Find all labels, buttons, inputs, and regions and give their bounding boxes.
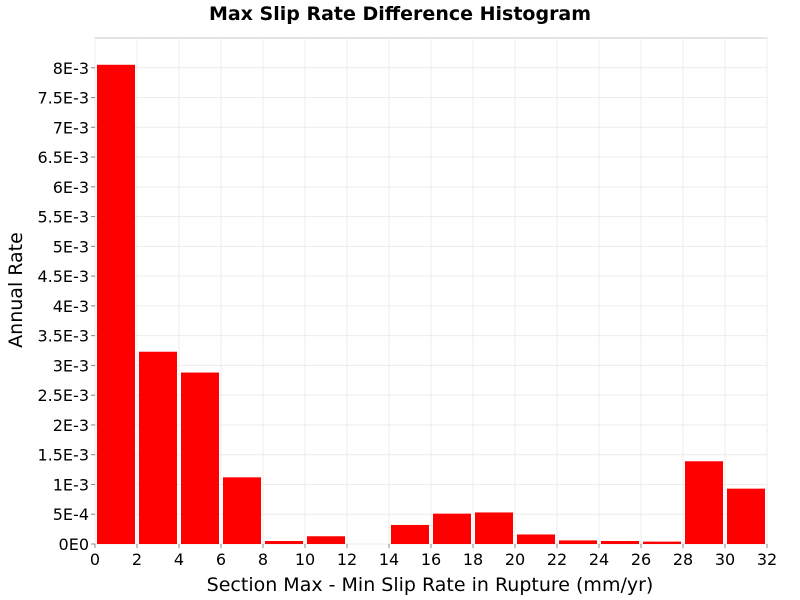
histogram-bar	[685, 461, 723, 544]
x-tick-label: 8	[258, 550, 268, 569]
x-tick-label: 30	[715, 550, 735, 569]
y-tick-label: 3E-3	[53, 356, 89, 375]
y-tick-label: 8E-3	[53, 59, 89, 78]
histogram-bar	[307, 536, 345, 544]
histogram-bar	[475, 512, 513, 544]
bars	[97, 64, 765, 544]
y-tick-label: 6.5E-3	[37, 148, 89, 167]
x-tick-label: 32	[757, 550, 777, 569]
chart-title: Max Slip Rate Difference Histogram	[209, 3, 591, 25]
x-tick-label: 12	[337, 550, 357, 569]
y-tick-label: 7.5E-3	[37, 89, 89, 108]
histogram-bar	[139, 351, 177, 544]
y-tick-label: 5E-4	[53, 505, 89, 524]
y-tick-label: 4E-3	[53, 297, 89, 316]
y-tick-label: 5.5E-3	[37, 208, 89, 227]
x-tick-label: 18	[463, 550, 483, 569]
y-axis-ticks: 0E0 5E-4 1E-3 1.5E-3 2E-3 2.5E-3 3E-3 3.5E-3 4E-…	[37, 59, 95, 554]
histogram-bar	[433, 513, 471, 544]
x-tick-label: 26	[631, 550, 651, 569]
x-tick-label: 2	[132, 550, 142, 569]
histogram-bar	[727, 488, 765, 544]
x-tick-label: 0	[90, 550, 100, 569]
y-tick-label: 4.5E-3	[37, 267, 89, 286]
x-tick-label: 16	[421, 550, 441, 569]
x-tick-label: 14	[379, 550, 399, 569]
histogram-bar	[181, 372, 219, 544]
histogram-bar	[97, 64, 135, 544]
y-axis-title: Annual Rate	[5, 232, 27, 348]
x-tick-label: 28	[673, 550, 693, 569]
y-tick-label: 0E0	[59, 535, 89, 554]
x-tick-label: 10	[295, 550, 315, 569]
x-tick-label: 22	[547, 550, 567, 569]
histogram-bar	[391, 524, 429, 544]
histogram-bar	[265, 541, 303, 544]
x-tick-label: 6	[216, 550, 226, 569]
histogram-bar	[559, 540, 597, 544]
histogram-bar	[601, 541, 639, 544]
y-tick-label: 6E-3	[53, 178, 89, 197]
y-tick-label: 1E-3	[53, 475, 89, 494]
x-axis-ticks: 0 2 4 6 8 10 12 14 16 18 20 22 24 26 28 30 32	[90, 544, 777, 569]
y-tick-label: 2.5E-3	[37, 386, 89, 405]
y-tick-label: 2E-3	[53, 416, 89, 435]
histogram-bar	[223, 477, 261, 544]
y-tick-label: 1.5E-3	[37, 446, 89, 465]
y-tick-label: 3.5E-3	[37, 327, 89, 346]
histogram-bar	[517, 534, 555, 544]
histogram-bar	[643, 541, 681, 544]
x-tick-label: 4	[174, 550, 184, 569]
y-tick-label: 5E-3	[53, 237, 89, 256]
x-axis-title: Section Max - Min Slip Rate in Rupture (…	[207, 574, 654, 596]
y-tick-label: 7E-3	[53, 118, 89, 137]
x-tick-label: 20	[505, 550, 525, 569]
x-tick-label: 24	[589, 550, 609, 569]
